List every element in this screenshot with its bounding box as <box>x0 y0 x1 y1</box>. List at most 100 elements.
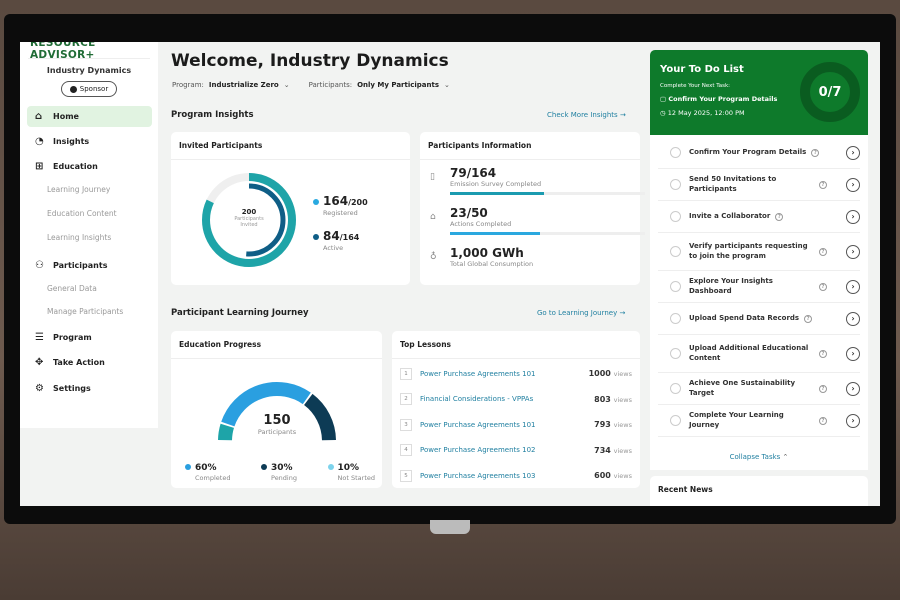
participants-select[interactable]: Only My Participants <box>357 81 440 89</box>
todo-task[interactable]: Explore Your Insights Dashboard? › <box>658 271 860 303</box>
org-name: Industry Dynamics <box>46 66 132 75</box>
gauge-segment-not-started <box>218 423 235 441</box>
legend-pct: 60% <box>195 463 217 473</box>
help-icon[interactable]: ? <box>819 282 827 291</box>
lesson-rank: 5 <box>400 469 412 482</box>
go-to-learning-journey-link[interactable]: Go to Learning Journey → <box>537 309 625 317</box>
chevron-right-icon[interactable]: › <box>846 279 860 294</box>
chevron-right-icon[interactable]: › <box>846 145 860 160</box>
chevron-right-icon[interactable]: › <box>846 244 860 259</box>
sidebar-item-home[interactable]: ⌂ Home <box>27 106 152 127</box>
legend-label: Not Started <box>337 474 375 482</box>
education-progress-card: Education Progress 150 Participants 60% C… <box>171 331 382 488</box>
sidebar-item-program[interactable]: ☰ Program <box>27 327 152 348</box>
chevron-right-icon[interactable]: › <box>846 381 860 396</box>
task-checkbox[interactable] <box>670 415 681 426</box>
todo-task[interactable]: Achieve One Sustainability Target? › <box>658 373 860 405</box>
task-checkbox[interactable] <box>670 348 681 359</box>
task-checkbox[interactable] <box>670 211 681 222</box>
program-select[interactable]: Industrialize Zero <box>208 81 279 89</box>
participants-label: Participants: <box>308 81 353 89</box>
task-checkbox[interactable] <box>670 147 681 158</box>
help-icon[interactable]: ? <box>819 416 827 425</box>
todo-task[interactable]: Upload Additional Educational Content? › <box>658 335 860 373</box>
sidebar-subitem[interactable]: Education Content <box>47 209 117 218</box>
help-icon[interactable]: ? <box>819 180 827 189</box>
lesson-row[interactable]: 1 Power Purchase Agreements 101 1000 views <box>392 361 640 387</box>
views-label: views <box>613 446 632 455</box>
collapse-label: Collapse Tasks <box>729 453 781 461</box>
registered-label: Registered <box>323 209 358 217</box>
legend-pct: 30% <box>271 463 293 473</box>
sidebar-subitem[interactable]: Learning Journey <box>47 185 111 194</box>
lesson-row[interactable]: 4 Power Purchase Agreements 102 734 views <box>392 438 640 464</box>
sidebar-item-settings[interactable]: ⚙ Settings <box>27 378 152 399</box>
chevron-right-icon[interactable]: › <box>846 311 860 326</box>
info-item: 23/50 Actions Completed <box>450 206 645 235</box>
todo-task[interactable]: Invite a Collaborator? › <box>658 201 860 233</box>
chevron-right-icon[interactable]: › <box>846 413 860 428</box>
help-icon[interactable]: ? <box>775 212 784 221</box>
sidebar-item-label: Program <box>53 333 92 342</box>
sidebar-subitem[interactable]: Manage Participants <box>47 307 124 316</box>
todo-task[interactable]: Upload Spend Data Records? › <box>658 303 860 335</box>
lesson-title[interactable]: Power Purchase Agreements 102 <box>420 446 536 455</box>
todo-task[interactable]: Complete Your Learning Journey? › <box>658 405 860 437</box>
lesson-title[interactable]: Financial Considerations - VPPAs <box>420 395 534 404</box>
sidebar-subitem[interactable]: General Data <box>47 284 97 293</box>
todo-task[interactable]: Send 50 Invitations to Participants? › <box>658 169 860 201</box>
chevron-up-icon: ⌃ <box>782 453 789 461</box>
chevron-down-icon[interactable]: ⌄ <box>444 81 450 89</box>
task-checkbox[interactable] <box>670 179 681 190</box>
lesson-rank: 2 <box>400 393 412 406</box>
chevron-right-icon[interactable]: › <box>846 209 860 224</box>
app-screen: RESOURCE ADVISOR+ Industry Dynamics Spon… <box>20 42 880 506</box>
lesson-rank: 1 <box>400 367 412 380</box>
lesson-title[interactable]: Power Purchase Agreements 103 <box>420 471 536 480</box>
next-task-link[interactable]: ▢ Confirm Your Program Details <box>660 95 777 103</box>
chevron-down-icon[interactable]: ⌄ <box>283 81 290 89</box>
sidebar-subitem[interactable]: Learning Insights <box>47 233 112 242</box>
sidebar-item-insights[interactable]: ◔ Insights <box>27 131 152 152</box>
collapse-tasks-button[interactable]: Collapse Tasks ⌃ <box>650 453 868 461</box>
education-gauge-chart <box>218 382 336 441</box>
todo-task[interactable]: Verify participants requesting to join t… <box>658 233 860 271</box>
donut-center-value: 200 <box>241 208 257 216</box>
help-icon[interactable]: ? <box>811 148 820 157</box>
role-label: Sponsor <box>79 85 109 93</box>
task-checkbox[interactable] <box>670 383 681 394</box>
due-date: ◷ 12 May 2025, 12:00 PM <box>660 109 745 117</box>
help-icon[interactable]: ? <box>819 384 827 393</box>
todo-count: 0/7 <box>818 84 842 100</box>
recent-news-card: Recent News <box>650 476 868 506</box>
chevron-right-icon[interactable]: › <box>846 346 860 361</box>
todo-list: Confirm Your Program Details? › Send 50 In… <box>650 135 868 470</box>
task-title: Send 50 Invitations to Participants <box>689 175 777 193</box>
lesson-title[interactable]: Power Purchase Agreements 101 <box>420 369 536 378</box>
card-title: Invited Participants <box>171 132 410 160</box>
help-icon[interactable]: ? <box>819 247 827 256</box>
lesson-title[interactable]: Power Purchase Agreements 101 <box>420 420 536 429</box>
task-checkbox[interactable] <box>670 281 681 292</box>
lesson-row[interactable]: 2 Financial Considerations - VPPAs 803 vie… <box>392 387 640 413</box>
clipboard-icon: ▯ <box>430 172 435 182</box>
clipboard-icon: ▢ <box>660 95 669 103</box>
chevron-right-icon[interactable]: › <box>846 177 860 192</box>
task-checkbox[interactable] <box>670 313 681 324</box>
lesson-row[interactable]: 5 Power Purchase Agreements 103 600 views <box>392 463 640 489</box>
lesson-row[interactable]: 3 Power Purchase Agreements 101 793 views <box>392 412 640 438</box>
sidebar-item-take-action[interactable]: ✥ Take Action <box>27 352 152 373</box>
help-icon[interactable]: ? <box>804 314 813 323</box>
home-icon: ⌂ <box>35 111 43 122</box>
sidebar-item-participants[interactable]: ⚇ Participants <box>27 255 152 276</box>
sidebar-item-label: Insights <box>53 137 90 146</box>
top-lessons-card: Top Lessons 1 Power Purchase Agreements 1… <box>392 331 640 488</box>
help-icon[interactable]: ? <box>819 349 827 358</box>
sidebar-item-education[interactable]: ⊞ Education <box>27 156 152 177</box>
lesson-views: 734 <box>594 445 611 455</box>
task-title: Invite a Collaborator <box>689 211 771 220</box>
task-title: Upload Additional Educational Content <box>689 344 809 362</box>
task-checkbox[interactable] <box>670 246 681 257</box>
check-more-insights-link[interactable]: Check More Insights → <box>547 111 626 119</box>
todo-task[interactable]: Confirm Your Program Details? › <box>658 137 860 169</box>
